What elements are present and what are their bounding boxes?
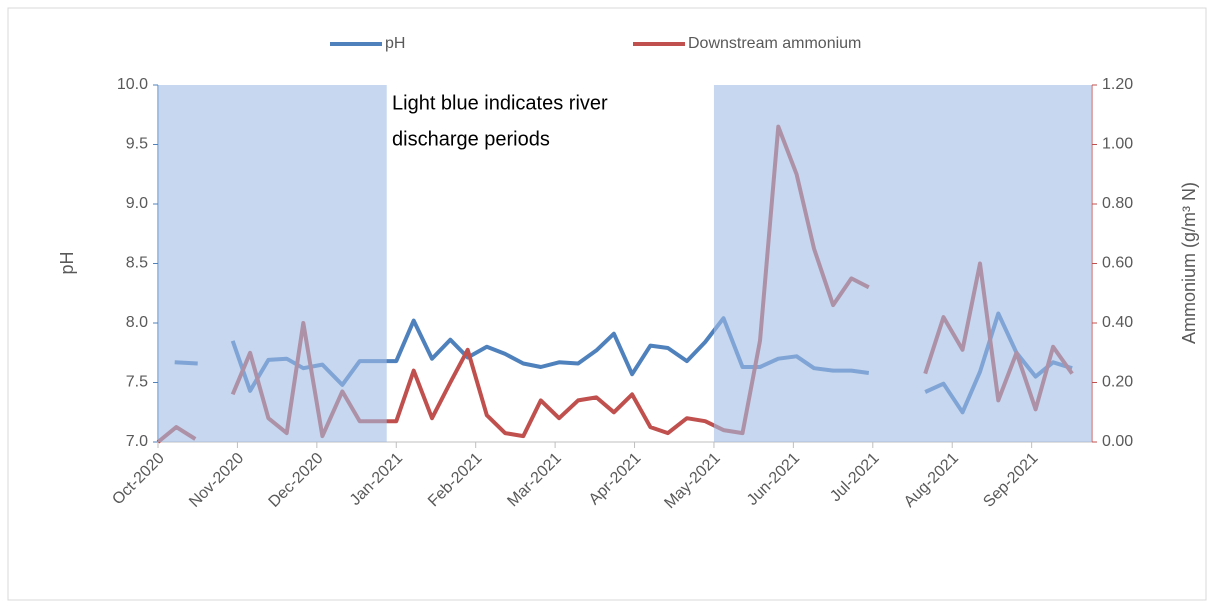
annotation: Light blue indicates river <box>392 92 608 114</box>
y2-tick-label: 0.80 <box>1102 195 1133 212</box>
y2-tick-label: 0.20 <box>1102 374 1133 391</box>
shaded-period <box>158 85 387 442</box>
y2-axis-title: Ammonium (g/m³ N) <box>1179 182 1199 344</box>
y-axis-title: pH <box>57 251 77 274</box>
y-tick-label: 7.0 <box>126 433 148 450</box>
legend-label: pH <box>385 35 405 52</box>
y-tick-label: 8.5 <box>126 255 148 272</box>
y2-tick-label: 0.00 <box>1102 433 1133 450</box>
shaded-period <box>713 85 1092 442</box>
y-tick-label: 8.0 <box>126 314 148 331</box>
y-tick-label: 9.0 <box>126 195 148 212</box>
legend-label: Downstream ammonium <box>688 35 861 52</box>
y2-tick-label: 1.00 <box>1102 136 1133 153</box>
y2-tick-label: 1.20 <box>1102 76 1133 93</box>
y2-tick-label: 0.40 <box>1102 314 1133 331</box>
y-tick-label: 10.0 <box>117 76 148 93</box>
annotation: discharge periods <box>392 128 550 150</box>
y-tick-label: 7.5 <box>126 374 148 391</box>
y-tick-label: 9.5 <box>126 136 148 153</box>
y2-tick-label: 0.60 <box>1102 255 1133 272</box>
